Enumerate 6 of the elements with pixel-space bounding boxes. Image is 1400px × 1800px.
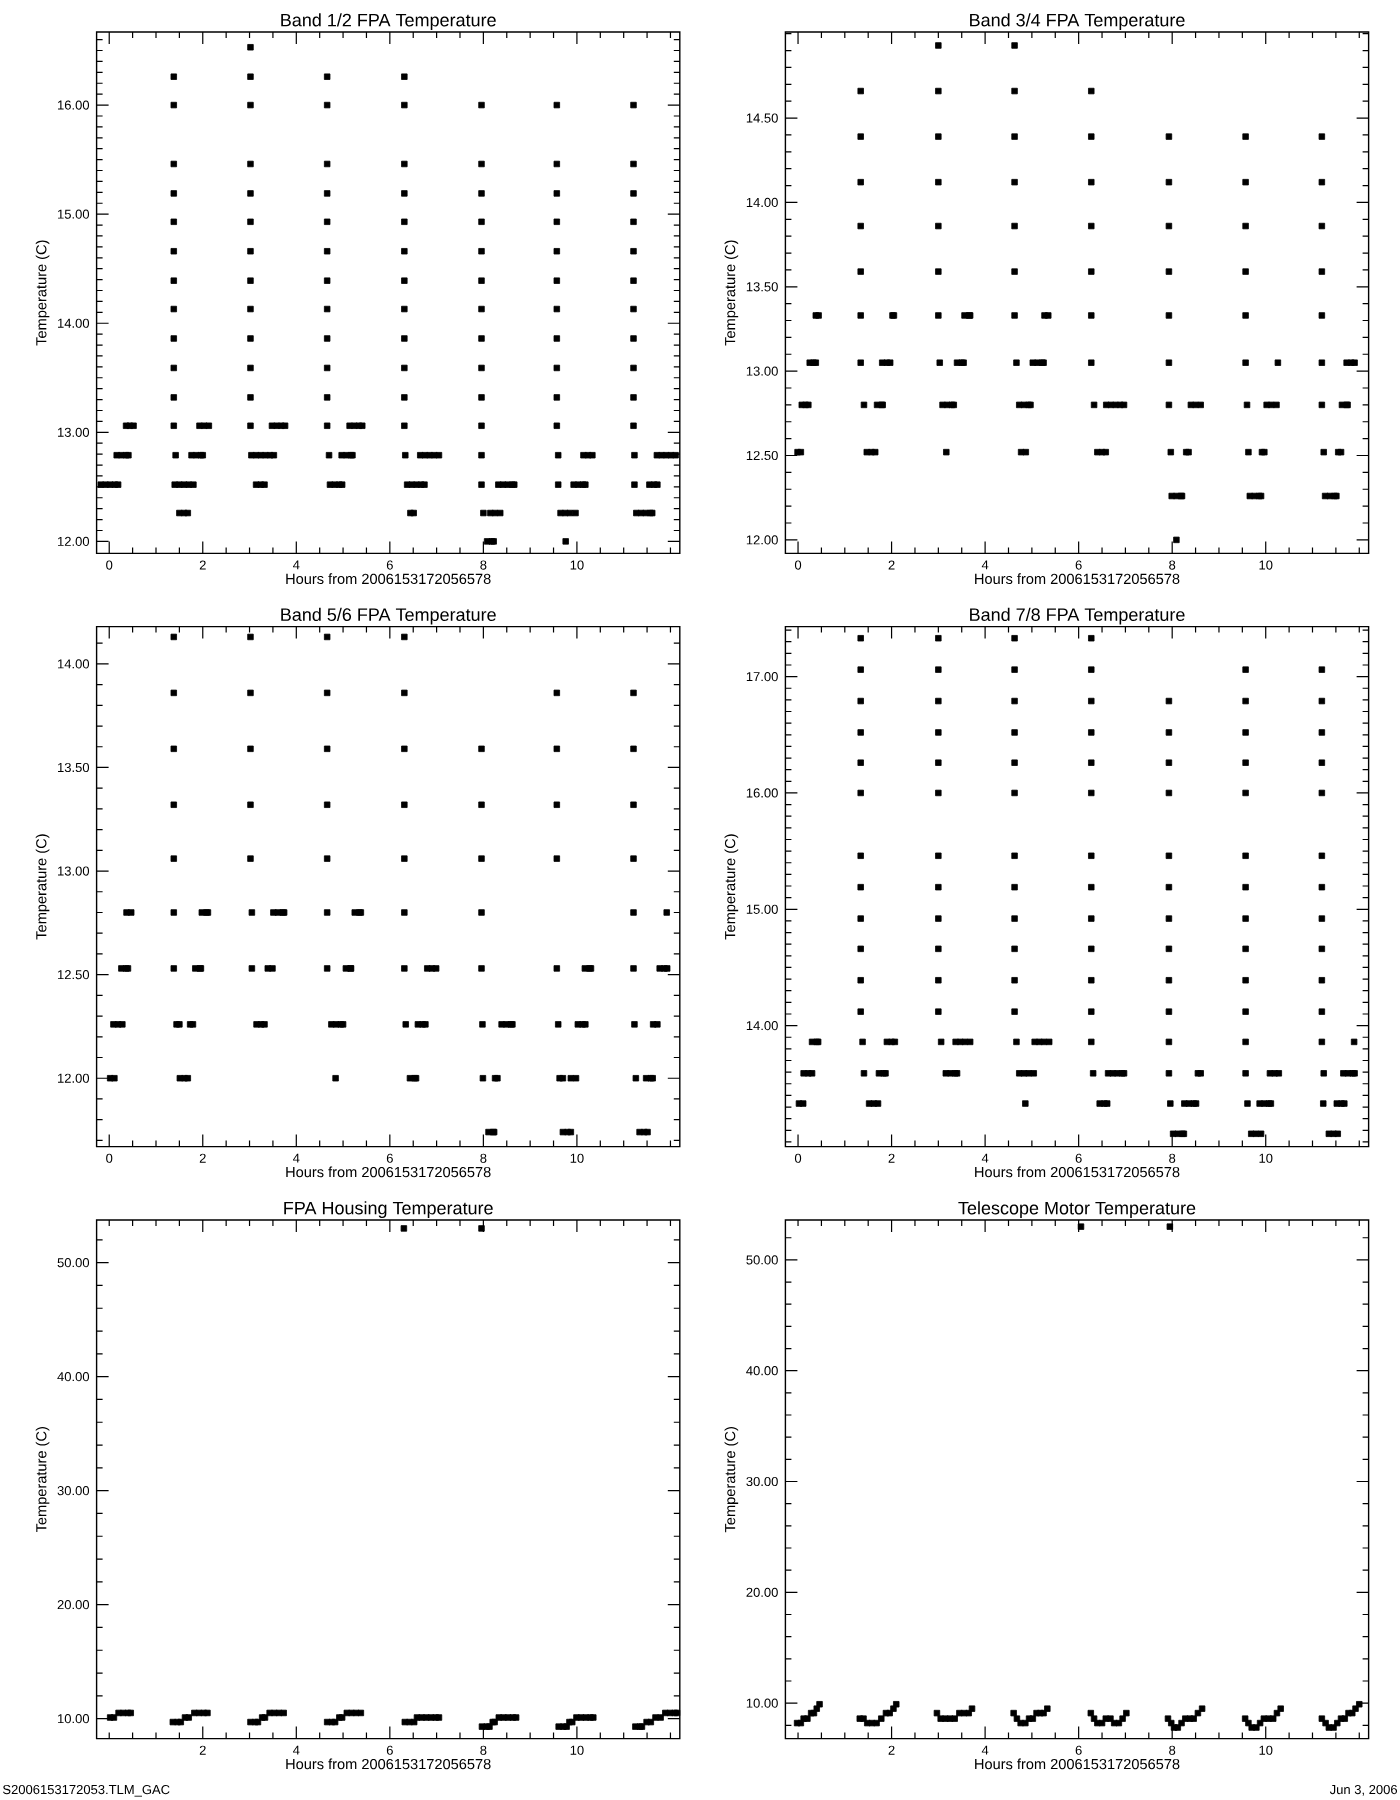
- chart-title: Telescope Motor Temperature: [958, 1201, 1196, 1219]
- chart-title: Band 3/4 FPA Temperature: [970, 13, 1185, 30]
- chart-title: Band 7/8 FPA Temperature: [970, 607, 1185, 625]
- chart-title: Band 1/2 FPA Temperature: [281, 13, 496, 30]
- chart-title: FPA Housing Temperature: [284, 1201, 493, 1219]
- chart-title: Band 5/6 FPA Temperature: [281, 607, 496, 625]
